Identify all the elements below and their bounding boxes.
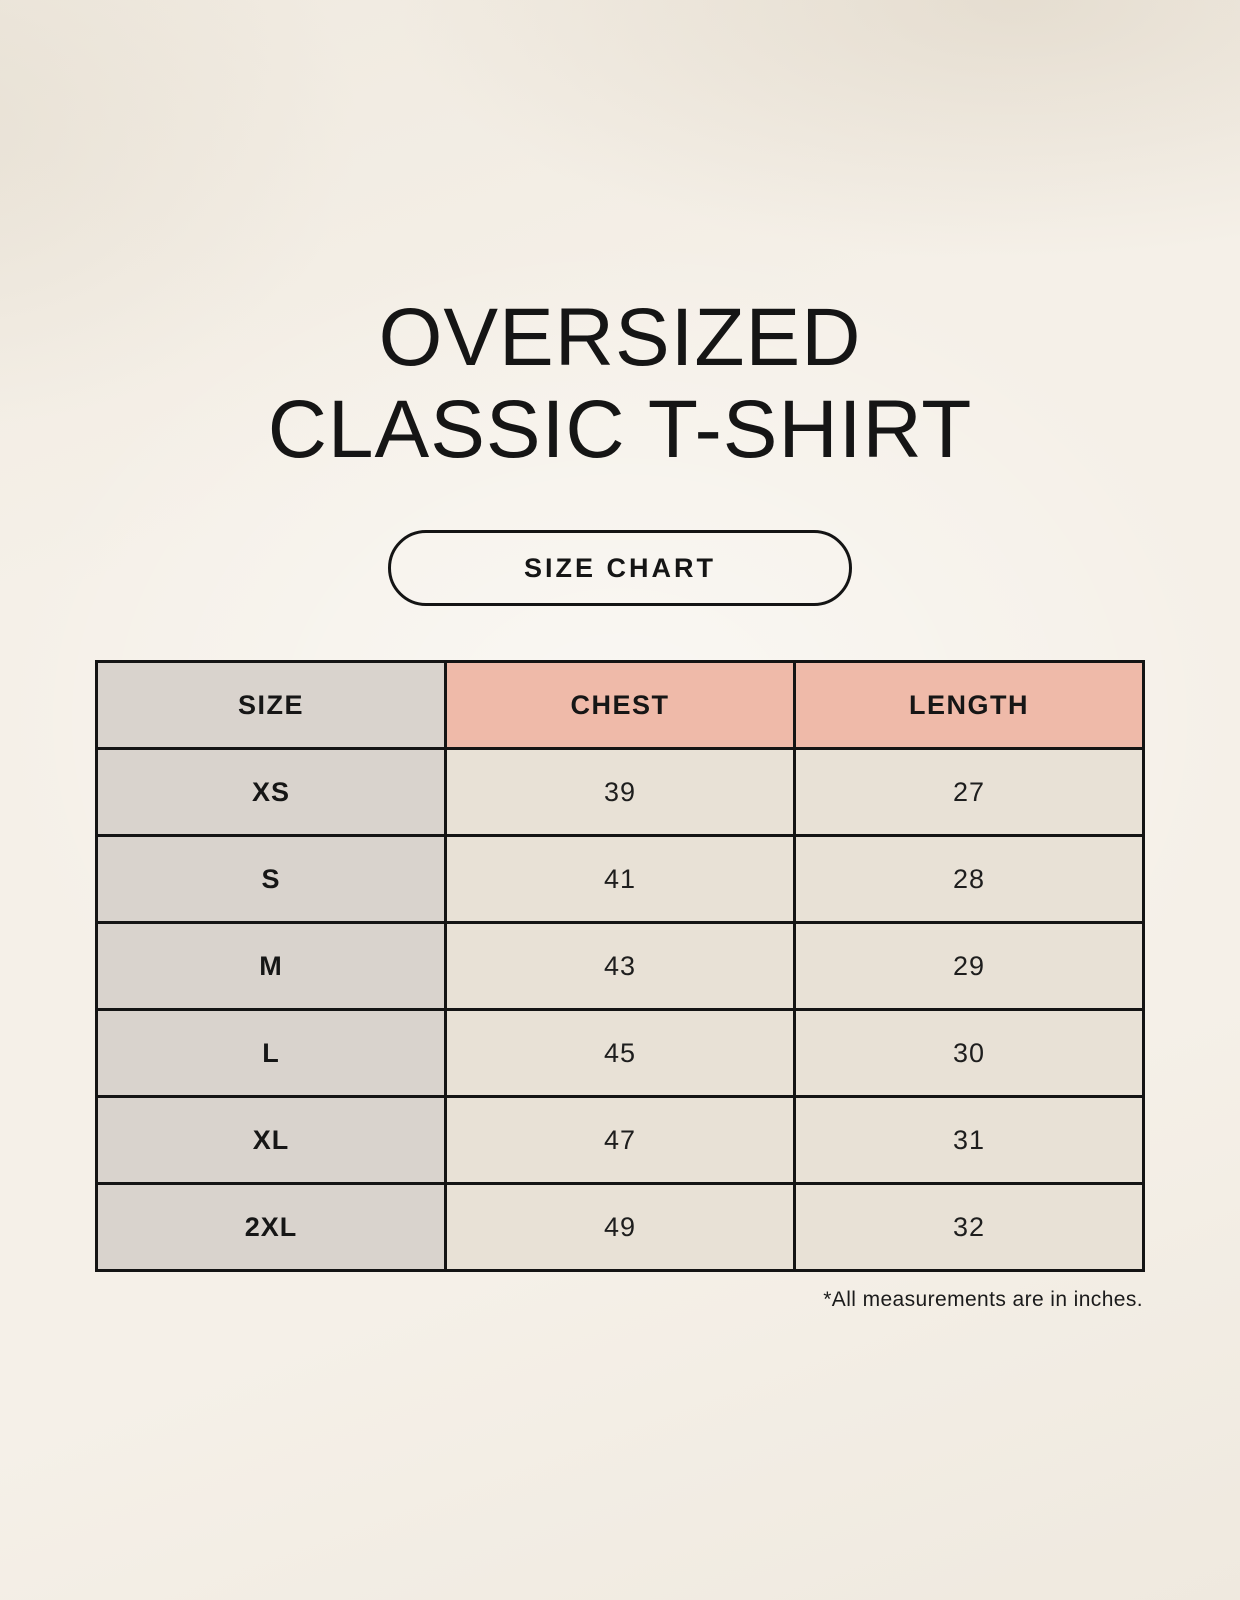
- product-title-line2: CLASSIC T-SHIRT: [267, 383, 973, 475]
- size-chart-badge: SIZE CHART: [388, 530, 852, 606]
- chest-cell: 41: [444, 834, 796, 924]
- length-cell: 27: [793, 747, 1145, 837]
- table-row-2xl: 2XL 49 32: [95, 1182, 1145, 1272]
- length-cell: 31: [793, 1095, 1145, 1185]
- chest-cell: 39: [444, 747, 796, 837]
- chest-cell: 49: [444, 1182, 796, 1272]
- table-row-xs: XS 39 27: [95, 747, 1145, 837]
- column-header-length: LENGTH: [793, 660, 1145, 750]
- chest-cell: 45: [444, 1008, 796, 1098]
- size-chart-table: SIZE CHEST LENGTH XS 39 27 S 41 28 M 43 …: [95, 660, 1145, 1272]
- table-row-l: L 45 30: [95, 1008, 1145, 1098]
- length-cell: 30: [793, 1008, 1145, 1098]
- length-cell: 32: [793, 1182, 1145, 1272]
- size-cell: L: [95, 1008, 447, 1098]
- size-cell: 2XL: [95, 1182, 447, 1272]
- length-cell: 28: [793, 834, 1145, 924]
- size-chart-badge-label: SIZE CHART: [524, 552, 716, 583]
- size-cell: M: [95, 921, 447, 1011]
- column-header-size: SIZE: [95, 660, 447, 750]
- size-cell: S: [95, 834, 447, 924]
- chest-cell: 47: [444, 1095, 796, 1185]
- column-header-chest: CHEST: [444, 660, 796, 750]
- length-cell: 29: [793, 921, 1145, 1011]
- product-title-line1: OVERSIZED: [378, 292, 862, 383]
- measurements-footnote: *All measurements are in inches.: [823, 1288, 1143, 1311]
- table-row-s: S 41 28: [95, 834, 1145, 924]
- product-title: OVERSIZED CLASSIC T-SHIRT: [0, 292, 1240, 476]
- header-row: SIZE CHEST LENGTH: [95, 660, 1145, 750]
- size-cell: XL: [95, 1095, 447, 1185]
- size-cell: XS: [95, 747, 447, 837]
- chest-cell: 43: [444, 921, 796, 1011]
- table-row-xl: XL 47 31: [95, 1095, 1145, 1185]
- table-row-m: M 43 29: [95, 921, 1145, 1011]
